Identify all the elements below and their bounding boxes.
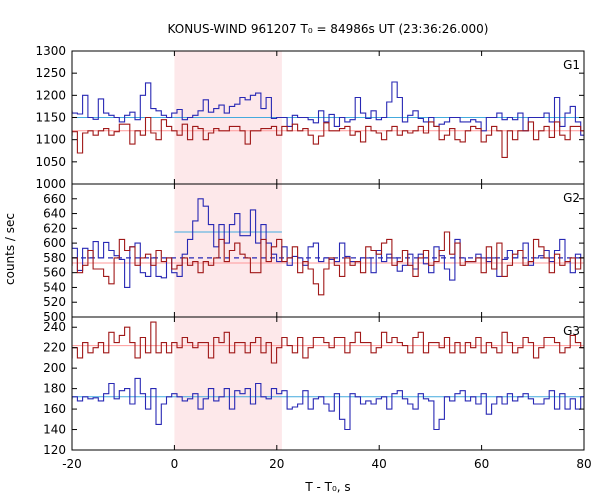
series-dark-red [72,116,584,158]
chart-title: KONUS-WIND 961207 T₀ = 84986s UT (23:36:… [168,22,489,36]
series-blue [72,81,584,136]
x-axis-label: T - T₀, s [304,480,350,494]
y-tick-label: 660 [43,192,66,206]
y-tick-label: 240 [43,320,66,334]
x-tick-label: 0 [171,457,179,471]
y-tick-label: 160 [43,402,66,416]
x-tick-labels: -20 0 20 40 60 80 [62,457,591,471]
y-tick-label: 580 [43,251,66,265]
y-tick-label: 1150 [35,111,66,125]
y-tick-label: 500 [43,310,66,324]
x-tick-label: 80 [576,457,591,471]
y-axis-label: counts / sec [3,213,17,285]
y-tick-label: 140 [43,423,66,437]
panel-label: G3 [563,324,580,338]
series-dark-red [72,231,584,296]
y-tick-label: 1300 [35,44,66,58]
x-tick-label: -20 [62,457,82,471]
panels: 1000105011001150120012501300G15005205405… [35,44,591,471]
y-tick-label: 120 [43,443,66,457]
y-tick-label: 520 [43,295,66,309]
y-tick-label: 180 [43,382,66,396]
panel-label: G2 [563,191,580,205]
x-tick-label: 20 [269,457,284,471]
y-tick-label: 1250 [35,66,66,80]
series-dark-red [72,321,584,364]
x-tick-label: 60 [474,457,489,471]
y-tick-label: 1100 [35,133,66,147]
panel-label: G1 [563,58,580,72]
y-tick-label: 220 [43,341,66,355]
y-tick-label: 600 [43,236,66,250]
panel-g3: 120 140 160 180 200 220 240 G3 [43,316,585,457]
y-tick-label: 540 [43,280,66,294]
y-tick-label: 200 [43,361,66,375]
x-tick-label: 40 [372,457,387,471]
y-tick-label: 1200 [35,88,66,102]
y-tick-label: 620 [43,221,66,235]
y-tick-label: 640 [43,207,66,221]
panel-g1: 1000 1050 1100 1150 1200 1250 1300 G1 [35,44,585,191]
highlight-region [174,184,282,317]
y-tick-label: 1000 [35,177,66,191]
panel-frame [71,316,585,451]
highlight-region [174,317,282,450]
series-blue [72,377,584,431]
series-blue [72,198,584,288]
y-tick-label: 560 [43,266,66,280]
y-tick-label: 1050 [35,155,66,169]
